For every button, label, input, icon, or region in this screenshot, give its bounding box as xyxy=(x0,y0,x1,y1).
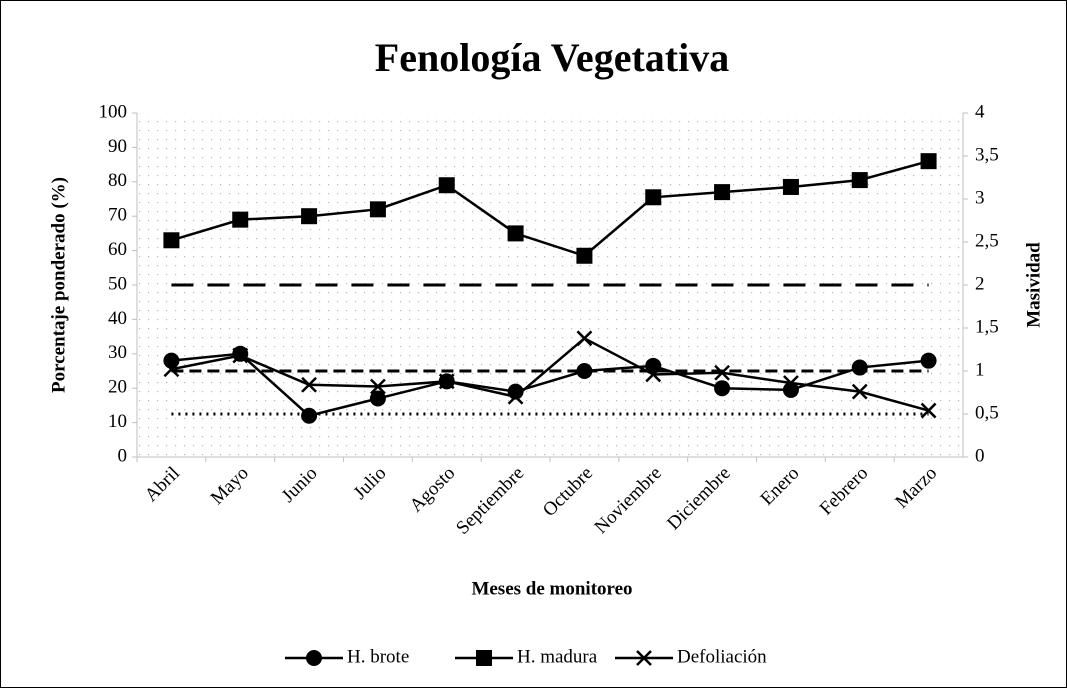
data-point xyxy=(301,407,318,424)
data-point xyxy=(920,402,937,419)
data-point xyxy=(783,375,799,391)
y-tick-label: 10 xyxy=(108,411,127,432)
series-line xyxy=(171,159,929,258)
chart-title: Fenología Vegetativa xyxy=(375,35,729,80)
data-point xyxy=(576,363,593,379)
y-tick-label: 70 xyxy=(108,205,127,226)
data-point xyxy=(301,208,318,225)
y2-axis-label: Masividad xyxy=(1023,242,1044,328)
y2-tick-label: 0 xyxy=(975,445,985,466)
y-tick-label: 40 xyxy=(108,308,127,329)
data-point xyxy=(163,232,180,249)
y-tick-label: 0 xyxy=(118,445,128,466)
y-tick-label: 90 xyxy=(108,136,127,157)
y2-tick-label: 1,5 xyxy=(975,316,999,337)
y2-tick-label: 4 xyxy=(975,101,985,122)
legend-marker xyxy=(636,650,652,666)
data-point xyxy=(851,383,868,400)
data-point xyxy=(370,378,386,395)
data-point xyxy=(851,172,868,189)
y-axis-label: Porcentaje ponderado (%) xyxy=(48,177,69,393)
y2-tick-label: 3,5 xyxy=(975,144,999,165)
legend-label: Defoliación xyxy=(677,646,767,667)
y2-tick-label: 2,5 xyxy=(975,230,999,251)
series-line xyxy=(171,352,929,418)
data-point xyxy=(301,376,317,393)
data-point xyxy=(714,364,730,381)
data-point xyxy=(851,359,868,376)
data-point xyxy=(438,177,455,194)
data-point xyxy=(438,373,455,390)
data-point xyxy=(369,390,386,407)
legend-marker xyxy=(306,650,322,666)
legend-label: H. madura xyxy=(517,646,598,667)
data-point xyxy=(507,388,524,405)
data-point xyxy=(920,352,937,369)
y-tick-label: 50 xyxy=(108,273,127,294)
data-point xyxy=(576,247,593,264)
y-tick-label: 60 xyxy=(108,239,127,260)
data-point xyxy=(232,347,249,364)
data-point xyxy=(232,211,249,228)
data-point xyxy=(576,330,593,347)
y-tick-label: 20 xyxy=(108,377,127,398)
data-point xyxy=(163,352,180,369)
data-point xyxy=(645,189,662,206)
data-point xyxy=(782,178,799,195)
y2-tick-label: 2 xyxy=(975,273,985,294)
legend-marker xyxy=(476,650,492,666)
series-line xyxy=(171,336,929,412)
y2-tick-label: 0,5 xyxy=(975,402,999,423)
y-tick-label: 80 xyxy=(108,170,127,191)
y-tick-label: 30 xyxy=(108,342,127,363)
y-tick-label: 100 xyxy=(99,101,128,122)
data-point xyxy=(920,153,937,170)
legend-label: H. brote xyxy=(347,646,409,667)
data-point xyxy=(507,225,524,242)
data-point xyxy=(163,361,180,378)
data-point xyxy=(714,380,731,397)
y2-tick-label: 1 xyxy=(975,359,985,380)
data-point xyxy=(714,184,731,201)
y2-tick-label: 3 xyxy=(975,187,985,208)
data-point xyxy=(645,366,662,383)
data-point xyxy=(369,201,386,218)
x-axis-label: Meses de monitoreo xyxy=(471,578,632,599)
